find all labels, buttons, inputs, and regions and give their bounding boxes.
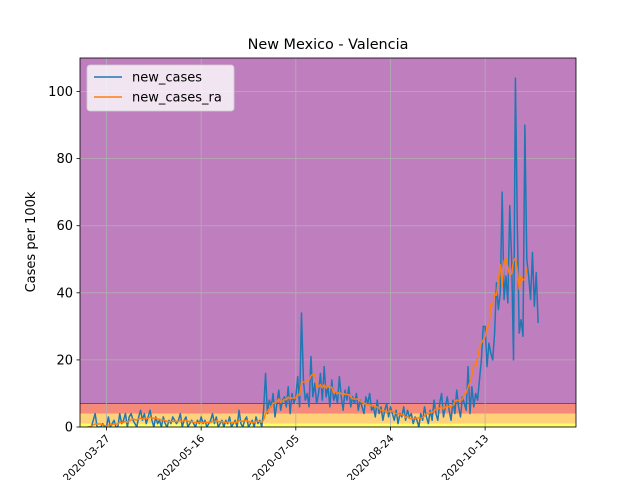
x-tick-label-4: 2020-10-13 <box>440 433 492 480</box>
y-tick-label-3: 60 <box>56 219 73 234</box>
legend: new_cases new_cases_ra <box>86 64 235 112</box>
y-tick-label-1: 20 <box>56 353 73 368</box>
plot-area: 0 20 40 60 80 100 2020-03-27 2020-05-16 2020-07-… <box>48 57 577 484</box>
y-tick-label-4: 80 <box>56 152 73 167</box>
y-tick-label-2: 40 <box>56 286 73 301</box>
x-tick-label-1: 2020-05-16 <box>156 432 208 480</box>
y-tick-label-5: 100 <box>48 85 73 100</box>
risk-band-1 <box>80 413 576 424</box>
legend-label-new_cases: new_cases <box>132 71 202 86</box>
x-tick-label-0: 2020-03-27 <box>61 433 113 480</box>
legend-label-new_cases_ra: new_cases_ra <box>132 91 222 106</box>
axes-frame <box>79 57 577 428</box>
series-line-new_cases_ra <box>87 257 528 427</box>
x-tick-label-2: 2020-07-05 <box>250 433 302 480</box>
y-tick-label-0: 0 <box>65 421 73 436</box>
legend-box <box>86 64 235 112</box>
chart-title: New Mexico - Valencia <box>248 37 409 53</box>
risk-band-2 <box>80 403 576 414</box>
y-axis-label: Cases per 100k <box>24 191 39 292</box>
x-tick-label-3: 2020-08-24 <box>345 432 397 480</box>
risk-band-0 <box>80 423 576 427</box>
